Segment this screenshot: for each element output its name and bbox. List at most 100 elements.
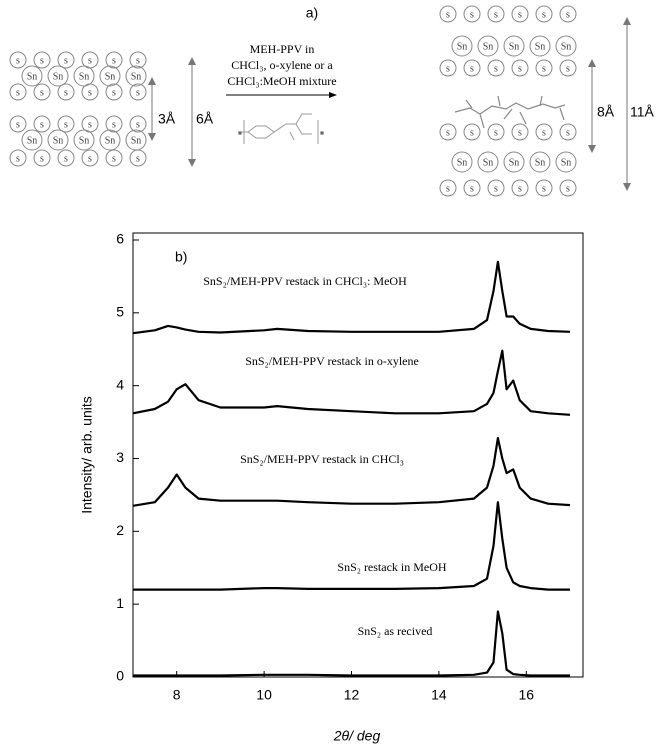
atom-label: Sn <box>53 135 64 146</box>
atom-label: s <box>112 55 116 66</box>
atom-label: s <box>64 119 68 130</box>
series-label: SnS₂/MEH-PPV restack in o-xylene <box>245 354 419 368</box>
atom-label: s <box>566 183 570 194</box>
atom-label: s <box>64 55 68 66</box>
series-line <box>133 501 570 591</box>
atom-circle <box>57 149 75 167</box>
atom-circle <box>9 83 27 101</box>
atom-circle <box>487 59 505 77</box>
reaction-text: CHCl₃, o-xylene or a <box>231 58 333 72</box>
atom-circle <box>105 149 123 167</box>
atom-circle <box>105 83 123 101</box>
atom-circle <box>129 115 147 133</box>
atom-label: s <box>470 183 474 194</box>
spacing-label: 3Å <box>158 111 176 127</box>
atom-label: s <box>518 183 522 194</box>
atom-label: Sn <box>457 41 468 52</box>
atom-circle <box>503 35 525 57</box>
monomer <box>238 113 324 144</box>
atom-circle <box>439 5 457 23</box>
reaction-text: MEH-PPV in <box>250 42 315 56</box>
atom-label: s <box>542 183 546 194</box>
atom-label: Sn <box>483 41 494 52</box>
atom-circle <box>463 59 481 77</box>
atom-label: Sn <box>561 41 572 52</box>
atom-label: s <box>494 9 498 20</box>
diagram: a) MEH-PPV in CHCl₃, o-xylene or a CHCl₃… <box>9 5 655 197</box>
atom-circle <box>33 115 51 133</box>
atom-circle <box>463 123 481 141</box>
atom-circle <box>463 179 481 197</box>
y-tick-label: 5 <box>116 304 124 320</box>
atom-label: s <box>40 55 44 66</box>
atom-label: Sn <box>457 157 468 168</box>
atom-label: s <box>64 153 68 164</box>
atom-label: s <box>16 87 20 98</box>
atom-label: Sn <box>131 135 142 146</box>
atom-circle <box>57 83 75 101</box>
atom-circle <box>81 149 99 167</box>
atom-label: s <box>112 87 116 98</box>
atom-label: s <box>494 127 498 138</box>
atom-label: s <box>518 127 522 138</box>
atom-label: s <box>542 63 546 74</box>
atom-label: s <box>566 63 570 74</box>
atom-label: s <box>88 119 92 130</box>
atom-circle <box>487 123 505 141</box>
atom-circle <box>9 149 27 167</box>
atom-label: s <box>112 119 116 130</box>
x-tick-label: 16 <box>519 687 535 703</box>
atom-circle <box>129 51 147 69</box>
atom-circle <box>99 129 121 151</box>
atom-circle <box>511 5 529 23</box>
atom-circle <box>21 129 43 151</box>
atom-label: s <box>446 127 450 138</box>
atom-circle <box>439 179 457 197</box>
atom-circle <box>105 115 123 133</box>
atom-circle <box>511 59 529 77</box>
atom-circle <box>451 151 473 173</box>
atom-label: s <box>494 63 498 74</box>
atom-circle <box>503 151 525 173</box>
atom-circle <box>57 115 75 133</box>
y-axis-label: Intensity/ arb. units <box>79 396 95 514</box>
atom-circle <box>125 65 147 87</box>
atom-label: Sn <box>79 71 90 82</box>
series-label: SnS₂ restack in MeOH <box>337 560 447 574</box>
atom-circle <box>477 151 499 173</box>
atom-circle <box>529 35 551 57</box>
atom-circle <box>535 179 553 197</box>
atom-circle <box>451 35 473 57</box>
atom-circle <box>529 151 551 173</box>
atom-label: Sn <box>561 157 572 168</box>
atom-circle <box>105 51 123 69</box>
atom-circle <box>439 59 457 77</box>
atom-circle <box>47 129 69 151</box>
atom-label: s <box>64 87 68 98</box>
series-line <box>133 610 570 677</box>
spacing-label: 8Å <box>597 104 615 120</box>
atom-circle <box>487 5 505 23</box>
atom-circle <box>33 51 51 69</box>
series-label: SnS₂/MEH-PPV restack in CHCl₃: MeOH <box>203 274 407 288</box>
x-axis-label: 2θ/ deg <box>333 728 381 744</box>
atom-circle <box>463 5 481 23</box>
panel-label: a) <box>306 5 318 21</box>
atom-label: Sn <box>27 71 38 82</box>
spacing-label: 6Å <box>196 111 214 127</box>
atom-label: s <box>446 183 450 194</box>
series-label: SnS₂ as recived <box>358 624 433 638</box>
atom-label: s <box>88 153 92 164</box>
atom-label: s <box>470 127 474 138</box>
atom-circle <box>81 83 99 101</box>
atom-label: s <box>40 119 44 130</box>
atom-label: s <box>136 87 140 98</box>
spacing-label: 11Å <box>630 104 655 120</box>
y-tick-label: 6 <box>116 231 124 247</box>
atom-label: Sn <box>509 157 520 168</box>
atom-circle <box>555 151 577 173</box>
atom-label: s <box>446 63 450 74</box>
series-line <box>132 437 571 507</box>
y-tick-label: 0 <box>116 668 124 684</box>
